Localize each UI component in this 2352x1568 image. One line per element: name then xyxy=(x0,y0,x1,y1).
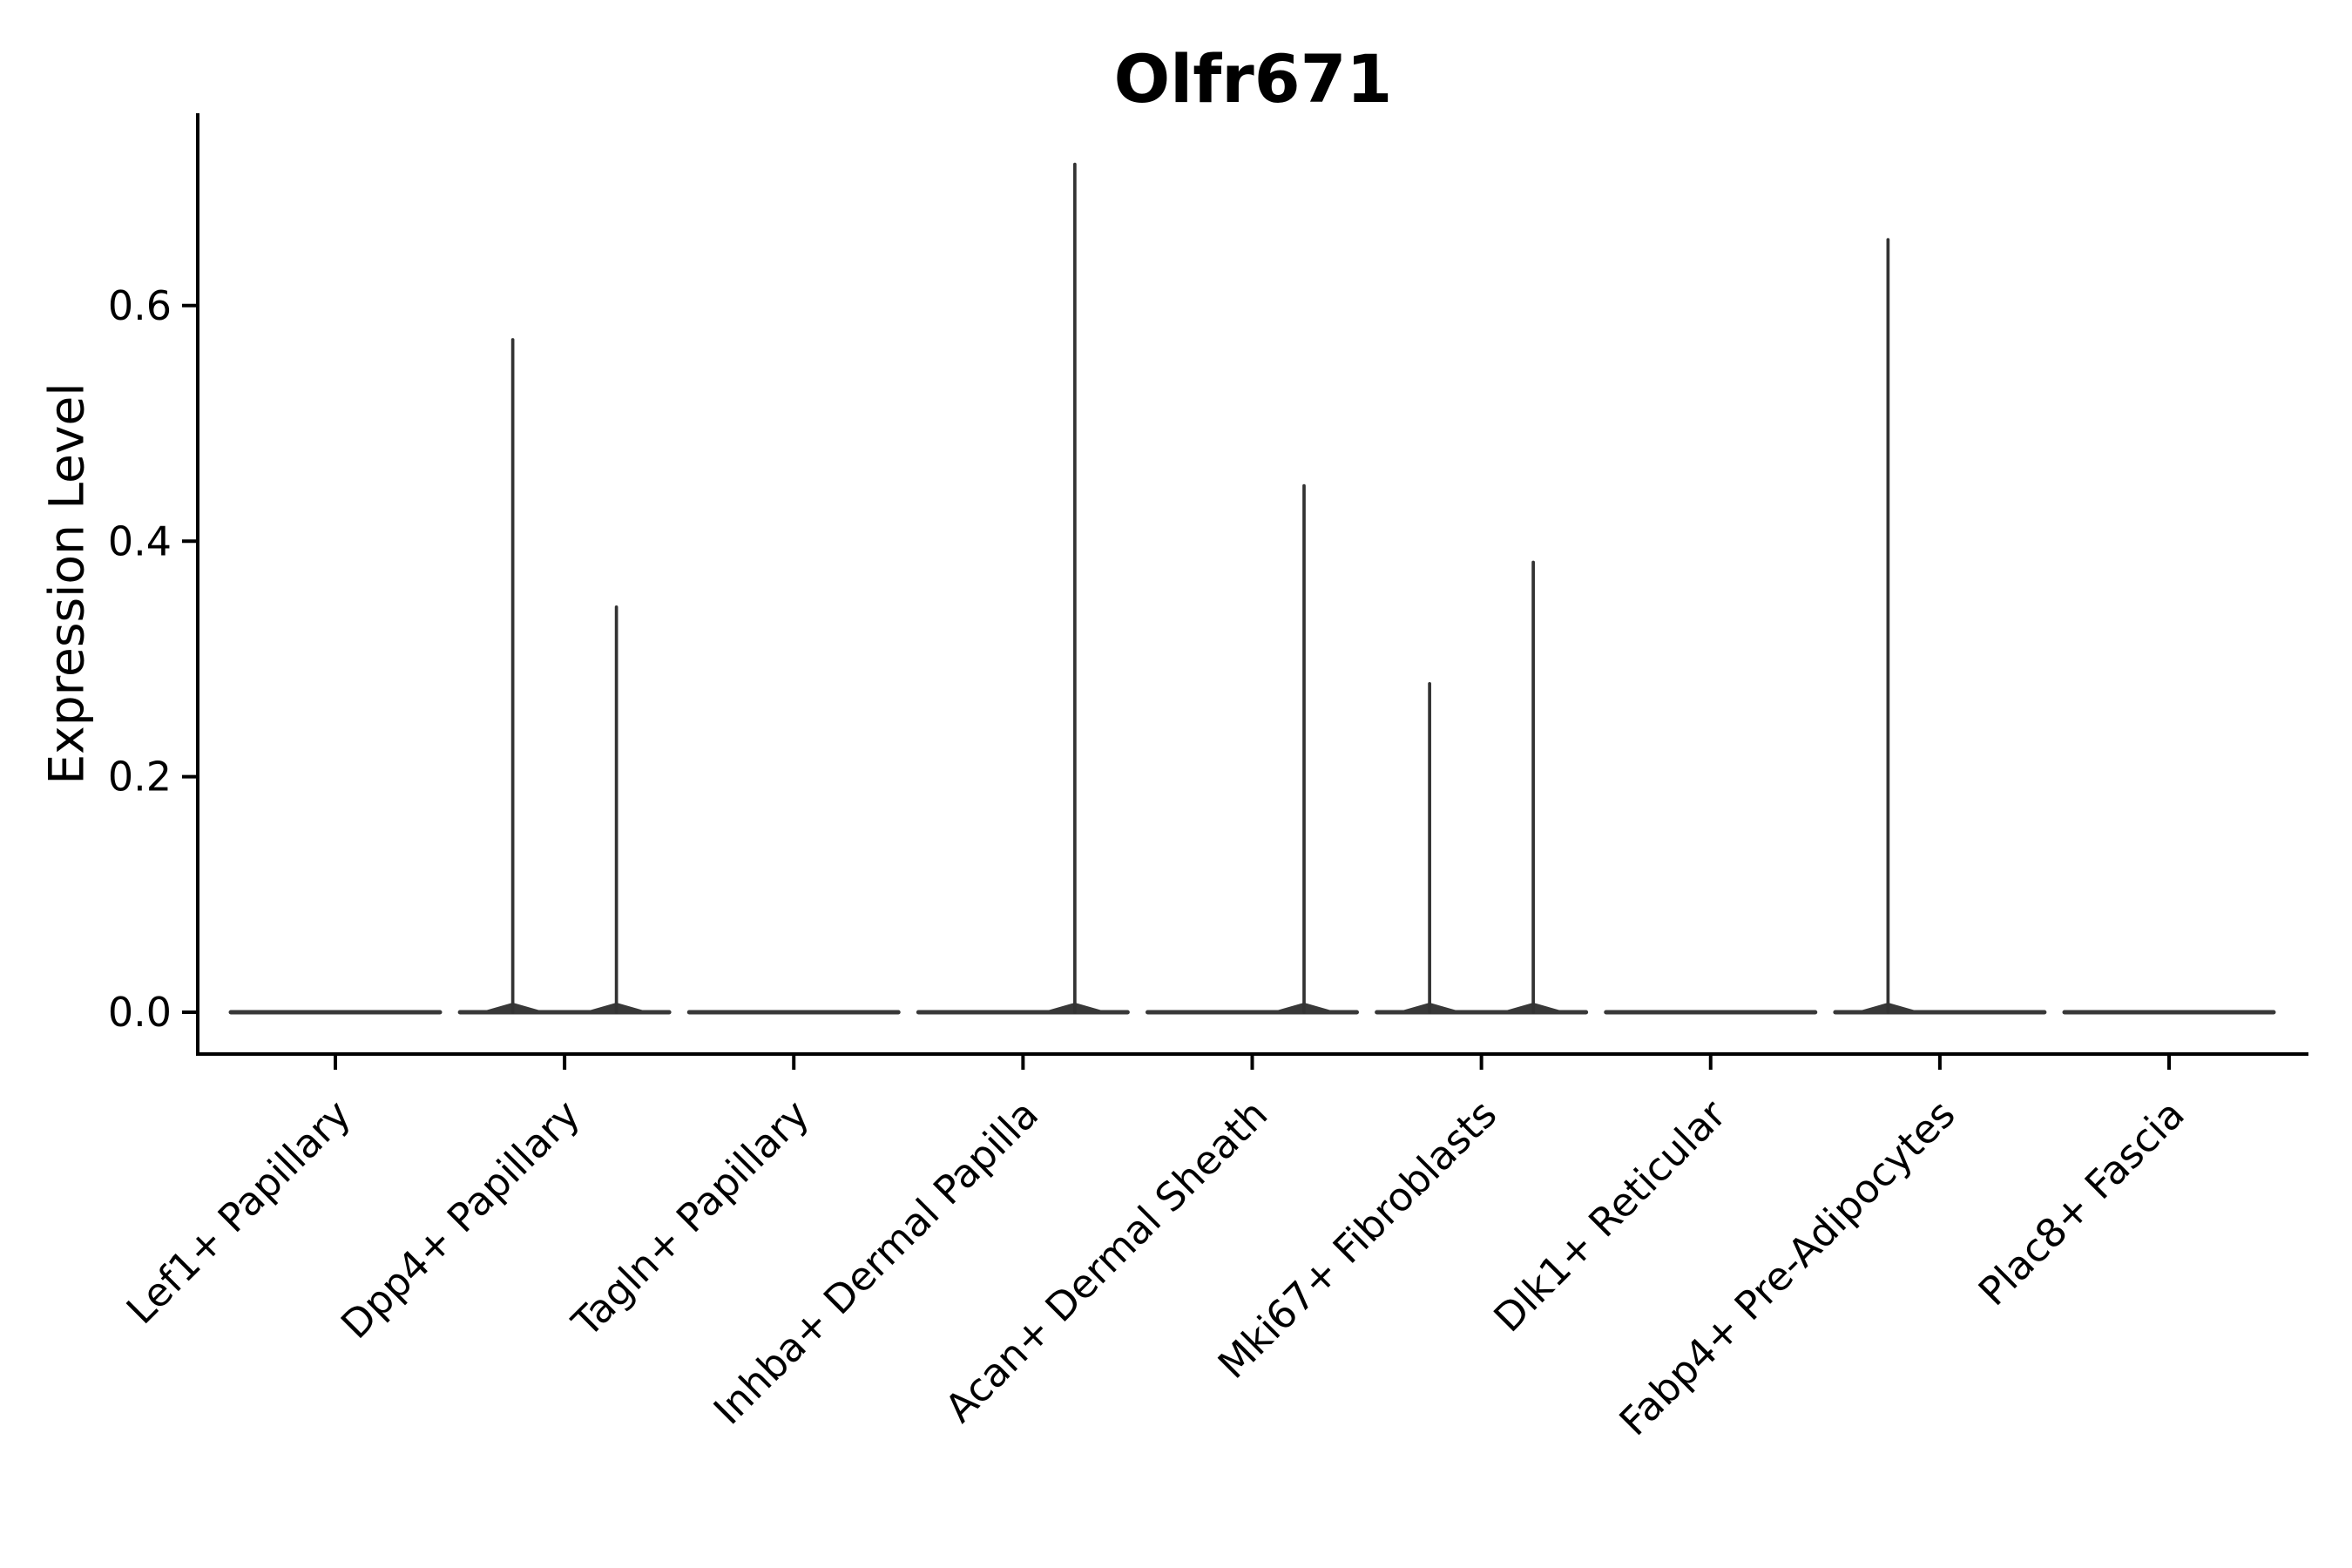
x-tick-label: Tagln+ Papillary xyxy=(563,1091,818,1346)
y-tick-label: 0.0 xyxy=(108,989,172,1036)
y-tick-label: 0.2 xyxy=(108,754,172,801)
chart-title: Olfr671 xyxy=(1113,40,1393,118)
x-tick-label: Plac8+ Fascia xyxy=(1970,1091,2193,1315)
y-tick-label: 0.6 xyxy=(108,282,172,329)
y-tick-label: 0.4 xyxy=(108,517,172,564)
x-tick-label: Dpp4+ Papillary xyxy=(332,1091,589,1348)
x-tick-label: Dlk1+ Reticular xyxy=(1485,1091,1735,1341)
x-tick-label: Lef1+ Papillary xyxy=(118,1091,360,1333)
